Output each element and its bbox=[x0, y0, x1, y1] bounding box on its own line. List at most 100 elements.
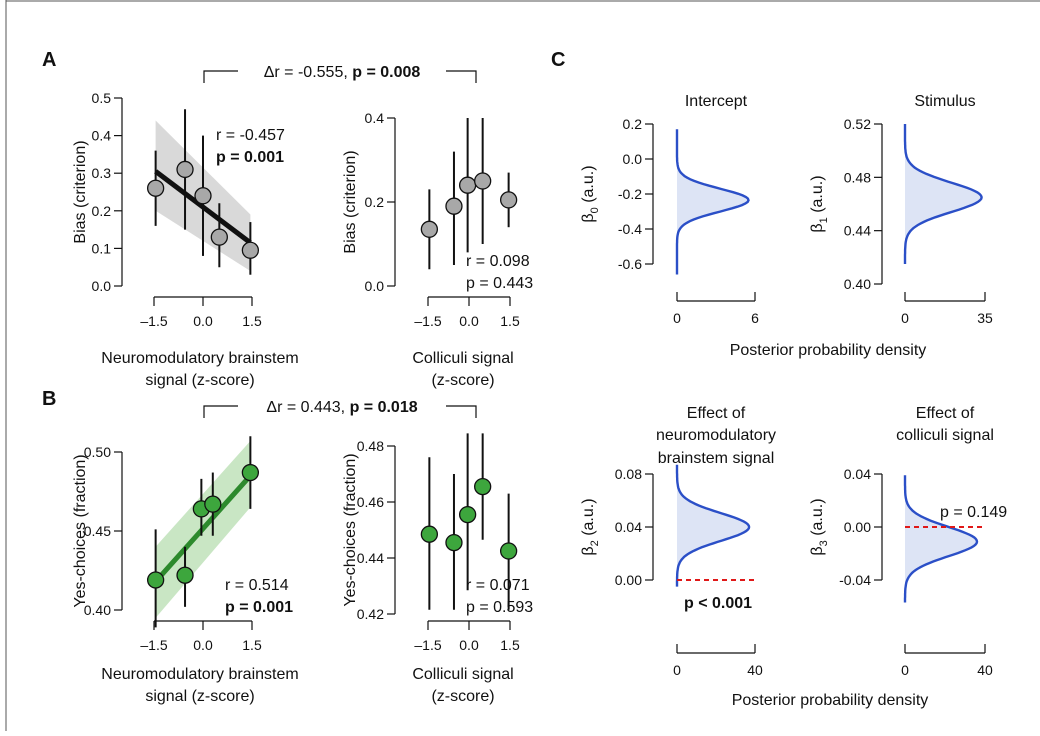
x-axis-label-line1: Colliculi signal bbox=[412, 666, 513, 683]
data-point bbox=[458, 176, 477, 194]
x-axis-label-line2: signal (z-score) bbox=[145, 372, 254, 389]
y-tick-label: -0.04 bbox=[839, 572, 871, 588]
panel-label-b: B bbox=[42, 388, 56, 410]
posterior-title: brainstem signal bbox=[658, 450, 775, 467]
y-tick-label: 0.4 bbox=[365, 110, 385, 126]
posterior-stat-p: p < 0.001 bbox=[684, 595, 752, 612]
data-point bbox=[474, 172, 492, 190]
y-tick-label: 0.40 bbox=[84, 602, 111, 618]
panel-label-c: C bbox=[551, 49, 565, 71]
y-tick-label: 0.0 bbox=[92, 278, 112, 294]
y-tick-label: 0.48 bbox=[357, 438, 384, 454]
posterior-title: Stimulus bbox=[914, 93, 975, 110]
y-tick-label: 0.45 bbox=[84, 523, 111, 539]
y-tick-label: 0.2 bbox=[623, 116, 643, 132]
posterior-stat-p: p = 0.149 bbox=[940, 504, 1007, 521]
density-fill bbox=[677, 464, 750, 587]
x-tick-label: 1.5 bbox=[242, 313, 262, 329]
x-tick-label: 35 bbox=[977, 310, 993, 326]
posterior-title: Intercept bbox=[685, 93, 748, 110]
posterior-panel-1: Intercept 0.2 0.0 -0.2 -0.4 -0.6 β0 (a.u.) 0 6 bbox=[580, 93, 759, 326]
x-axis-label-line1: Neuromodulatory brainstem bbox=[101, 666, 298, 683]
data-point bbox=[474, 477, 492, 496]
x-tick-label: 0 bbox=[673, 662, 681, 678]
y-tick-label: 0.04 bbox=[844, 466, 871, 482]
posterior-title: colliculi signal bbox=[896, 427, 994, 444]
data-point bbox=[241, 463, 260, 482]
data-point bbox=[458, 505, 477, 524]
regression-line bbox=[153, 474, 253, 584]
y-tick-label: 0.4 bbox=[92, 128, 112, 144]
y-axis-label: β2 (a.u.) bbox=[580, 498, 601, 555]
y-tick-label: 0.0 bbox=[623, 151, 643, 167]
data-point bbox=[146, 179, 165, 197]
x-tick-label: 0.0 bbox=[193, 313, 213, 329]
y-tick-label: 0.00 bbox=[844, 519, 871, 535]
density-fill bbox=[905, 124, 982, 264]
x-tick-label: 6 bbox=[751, 310, 759, 326]
y-tick-label: 0.42 bbox=[357, 606, 384, 622]
x-axis-label-line2: (z-score) bbox=[431, 372, 494, 389]
stat-p: p = 0.443 bbox=[466, 275, 533, 292]
y-axis-label: Yes-choices (fraction) bbox=[342, 453, 359, 606]
density-curve bbox=[903, 475, 979, 603]
y-tick-label: 0.2 bbox=[92, 203, 112, 219]
y-axis-label: Yes-choices (fraction) bbox=[72, 454, 89, 607]
x-tick-label: 40 bbox=[747, 662, 763, 678]
posterior-xlabel-bottom: Posterior probability density bbox=[732, 692, 929, 709]
density-curve bbox=[903, 124, 983, 264]
x-tick-label: 1.5 bbox=[500, 637, 520, 653]
x-tick-label: 1.5 bbox=[500, 313, 520, 329]
y-axis-label: β1 (a.u.) bbox=[809, 175, 830, 232]
density-fill bbox=[905, 475, 977, 603]
stat-r: r = 0.514 bbox=[225, 577, 289, 594]
delta-r-a: Δr = -0.555, p = 0.008 bbox=[264, 64, 421, 81]
x-tick-label: 1.5 bbox=[242, 637, 262, 653]
x-tick-label: 0.0 bbox=[459, 313, 479, 329]
y-tick-label: 0.0 bbox=[365, 278, 385, 294]
stat-r: r = -0.457 bbox=[216, 127, 285, 144]
y-tick-label: 0.46 bbox=[357, 494, 384, 510]
posterior-title: neuromodulatory bbox=[656, 427, 776, 444]
x-axis-label-line2: signal (z-score) bbox=[145, 688, 254, 705]
x-tick-label: 0 bbox=[673, 310, 681, 326]
y-axis-label: β0 (a.u.) bbox=[580, 165, 601, 222]
y-axis-label: Bias (criterion) bbox=[72, 140, 89, 243]
y-tick-label: 0.08 bbox=[615, 466, 642, 482]
y-tick-label: 0.3 bbox=[92, 165, 112, 181]
x-tick-label: –1.5 bbox=[140, 313, 167, 329]
x-axis-label-line1: Colliculi signal bbox=[412, 350, 513, 367]
posterior-xlabel-top: Posterior probability density bbox=[730, 342, 927, 359]
y-tick-label: 0.1 bbox=[92, 240, 112, 256]
posterior-title: Effect of bbox=[687, 405, 746, 422]
data-point bbox=[210, 228, 228, 246]
data-point bbox=[176, 566, 194, 584]
comparison-bracket-a: Δr = -0.555, p = 0.008 bbox=[203, 64, 477, 83]
y-tick-label: 0.04 bbox=[615, 519, 642, 535]
data-point bbox=[241, 241, 260, 259]
density-fill bbox=[677, 129, 749, 275]
x-axis-label-line1: Neuromodulatory brainstem bbox=[101, 350, 298, 367]
y-axis-label: β3 (a.u.) bbox=[809, 498, 830, 555]
stat-p: p = 0.001 bbox=[225, 599, 293, 616]
data-point bbox=[204, 495, 222, 513]
posterior-title: Effect of bbox=[916, 405, 975, 422]
density-curve bbox=[675, 129, 750, 275]
data-point bbox=[194, 187, 212, 205]
x-tick-label: 0 bbox=[901, 662, 909, 678]
posterior-panel-4: Effect of colliculi signal 0.04 0.00 -0.04 β3… bbox=[809, 405, 1007, 678]
stat-p: p = 0.593 bbox=[466, 599, 533, 616]
y-tick-label: 0.2 bbox=[365, 194, 385, 210]
x-tick-label: 0.0 bbox=[193, 637, 213, 653]
density-curve bbox=[675, 464, 751, 587]
data-point bbox=[499, 191, 518, 209]
data-point bbox=[176, 160, 194, 179]
panel-label-a: A bbox=[42, 49, 56, 71]
y-axis-label: Bias (criterion) bbox=[342, 150, 359, 253]
y-tick-label: 0.00 bbox=[615, 572, 642, 588]
stat-r: r = 0.098 bbox=[466, 253, 530, 270]
y-tick-label: 0.50 bbox=[84, 444, 111, 460]
